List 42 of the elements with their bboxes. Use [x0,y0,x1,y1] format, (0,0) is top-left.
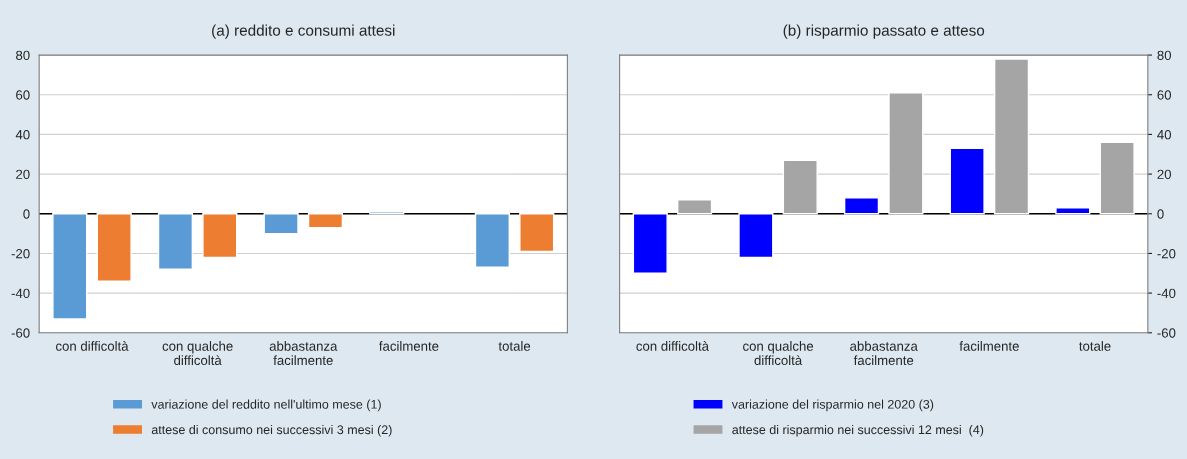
y-tick-label: 40 [1157,129,1172,140]
bar [1055,207,1091,215]
x-tick-label: totale [498,341,531,351]
x-tick-label: con qualche difficoltà [743,341,814,366]
y-tick-label: -40 [11,288,30,299]
y-tick-label: 20 [16,169,30,179]
y-tick-label: -20 [1157,249,1176,259]
x-tick-label: con qualche difficoltà [162,341,233,366]
y-tick-label: 60 [16,90,30,100]
x-tick-label: abbastanza facilmente [850,341,918,366]
bar [738,213,774,259]
y-tick-label: 60 [1157,90,1172,100]
bar [1099,141,1135,215]
y-tick-label: -20 [11,249,30,259]
x-tick-label: facilmente [959,341,1019,351]
y-tick-label: -60 [11,328,30,338]
bar [843,197,880,215]
bar [677,199,713,215]
y-tick-label: 0 [1157,209,1164,219]
legend-label: attese di consumo nei successivi 3 mesi (2) [151,424,392,437]
bar [949,147,985,215]
x-tick-label: facilmente [379,341,439,351]
legend-label: variazione del risparmio nel 2020 (3) [731,399,934,412]
chart-title: (b) risparmio passato e atteso [783,24,985,39]
legend-label: variazione del reddito nell'ultimo mese (1) [151,399,381,412]
y-tick-label: 40 [15,129,30,140]
bar [632,213,668,274]
x-tick-label: totale [1079,341,1111,351]
x-tick-label: con difficoltà [636,340,709,351]
x-tick-label: con difficoltà [56,340,129,351]
y-tick-label: -40 [1157,288,1176,299]
bar [782,159,818,215]
y-tick-label: 80 [1157,50,1172,60]
bar [888,92,924,215]
bar [993,58,1030,215]
y-tick-label: -60 [1157,328,1176,338]
y-tick-label: 0 [23,209,30,219]
y-tick-label: 20 [1157,169,1172,179]
chart-title: (a) reddito e consumi attesi [212,24,395,39]
legend-label: attese di risparmio nei successivi 12 mesi (4) [732,424,984,437]
y-tick-label: 80 [16,50,30,60]
x-tick-label: abbastanza facilmente [269,341,338,366]
